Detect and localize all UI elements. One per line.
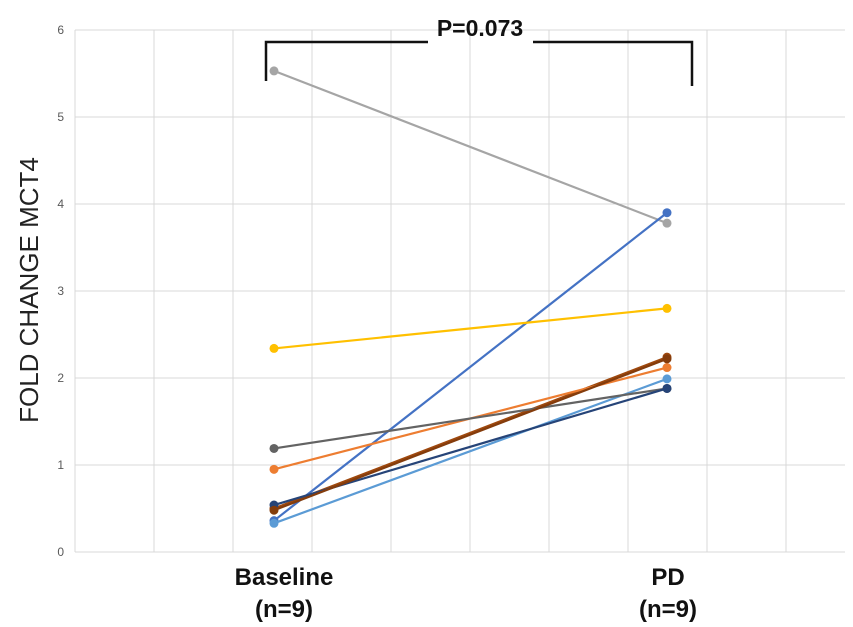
y-axis-label: FOLD CHANGE MCT4 — [14, 157, 44, 423]
x-category-pd-n: (n=9) — [639, 596, 697, 623]
series-line — [273, 69, 668, 225]
y-tick-label: 3 — [57, 284, 64, 298]
data-point — [269, 505, 279, 515]
data-point — [269, 66, 279, 76]
data-point — [662, 218, 672, 228]
series-line — [273, 387, 668, 450]
data-point — [662, 208, 672, 218]
p-value-annotation: P=0.073 — [437, 15, 523, 41]
data-point — [662, 363, 672, 373]
y-tick-label: 6 — [57, 23, 64, 37]
y-tick-label: 4 — [57, 197, 64, 211]
series-line — [273, 356, 668, 510]
series-3 — [269, 303, 672, 353]
y-tick-label: 2 — [57, 371, 64, 385]
data-point — [269, 464, 279, 474]
x-category-pd: PD — [651, 564, 684, 591]
y-tick-label: 1 — [57, 458, 64, 472]
series-lines — [269, 66, 672, 528]
series-9 — [269, 354, 672, 515]
data-point — [662, 303, 672, 313]
series-line — [273, 357, 668, 512]
series-6 — [269, 374, 672, 528]
x-category-baseline-n: (n=9) — [255, 596, 313, 623]
series-line — [273, 377, 668, 525]
x-axis-categories: Baseline (n=9) PD (n=9) — [235, 564, 697, 623]
data-point — [269, 518, 279, 528]
series-1 — [269, 66, 672, 228]
y-axis-ticks: 0 1 2 3 4 5 6 — [57, 23, 64, 559]
series-line — [273, 307, 668, 350]
data-point — [662, 374, 672, 384]
data-point — [269, 443, 279, 453]
grid — [74, 29, 845, 553]
y-tick-label: 0 — [57, 545, 64, 559]
y-tick-label: 5 — [57, 110, 64, 124]
data-point — [662, 383, 672, 393]
x-category-baseline: Baseline — [235, 564, 334, 591]
series-line — [273, 211, 668, 522]
data-point — [662, 354, 672, 364]
data-point — [269, 343, 279, 353]
significance-bracket: P=0.073 — [264, 15, 694, 86]
